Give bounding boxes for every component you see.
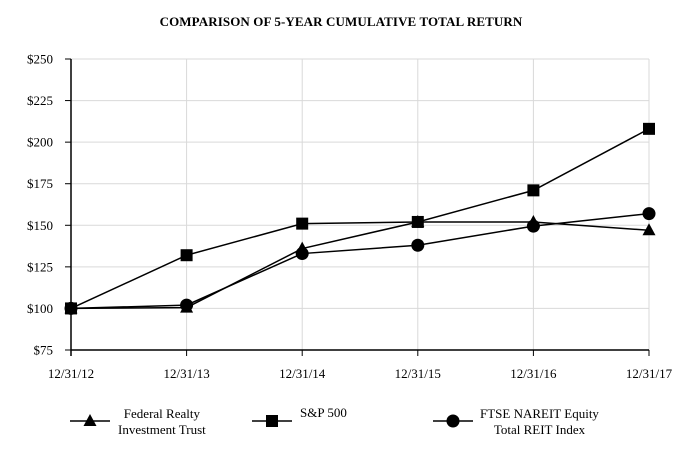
chart-title: COMPARISON OF 5-YEAR CUMULATIVE TOTAL RE… xyxy=(159,14,523,29)
triangle-marker xyxy=(83,414,97,426)
square-marker xyxy=(180,249,193,262)
circle-legend-icon xyxy=(433,414,473,428)
y-tick-label: $75 xyxy=(34,343,54,358)
x-tick-label: 12/31/16 xyxy=(510,366,557,381)
y-axis-ticks: $250 $225 $200 $175 $150 $125 $100 $75 xyxy=(27,52,71,358)
triangle-marker xyxy=(642,223,656,236)
triangle-legend-icon xyxy=(70,414,110,426)
y-tick-label: $125 xyxy=(27,259,53,274)
y-tick-label: $150 xyxy=(27,218,53,233)
square-marker xyxy=(643,122,655,135)
square-marker xyxy=(527,184,540,197)
circle-marker xyxy=(526,219,540,233)
axes xyxy=(70,59,649,356)
circle-marker xyxy=(446,414,460,428)
x-axis-ticks: 12/31/12 12/31/13 12/31/14 12/31/15 12/31/16… xyxy=(48,350,673,381)
x-tick-label: 12/31/15 xyxy=(395,366,441,381)
circle-marker xyxy=(642,207,656,221)
square-marker xyxy=(296,217,309,230)
y-tick-label: $175 xyxy=(27,176,53,191)
circle-marker xyxy=(411,238,425,252)
legend-label: Federal Realty Investment Trust xyxy=(118,406,206,437)
data-series xyxy=(64,122,656,315)
series-line xyxy=(70,221,650,310)
x-tick-label: 12/31/17 xyxy=(626,366,673,381)
y-tick-label: $100 xyxy=(27,301,53,316)
circle-marker xyxy=(180,298,194,312)
legend-label: S&P 500 xyxy=(300,405,347,420)
x-tick-label: 12/31/12 xyxy=(48,366,94,381)
x-tick-label: 12/31/13 xyxy=(163,366,209,381)
square-marker xyxy=(266,415,278,427)
circle-marker xyxy=(295,247,309,261)
circle-marker xyxy=(64,301,78,315)
square-legend-icon xyxy=(252,415,292,427)
series-line xyxy=(70,212,650,310)
x-tick-label: 12/31/14 xyxy=(279,366,326,381)
gridlines xyxy=(71,58,650,350)
series-line xyxy=(70,128,650,310)
y-tick-label: $200 xyxy=(27,135,53,150)
legend-label: FTSE NAREIT Equity Total REIT Index xyxy=(480,406,599,437)
square-marker xyxy=(411,215,424,228)
y-tick-label: $225 xyxy=(27,93,53,108)
y-tick-label: $250 xyxy=(27,52,53,67)
